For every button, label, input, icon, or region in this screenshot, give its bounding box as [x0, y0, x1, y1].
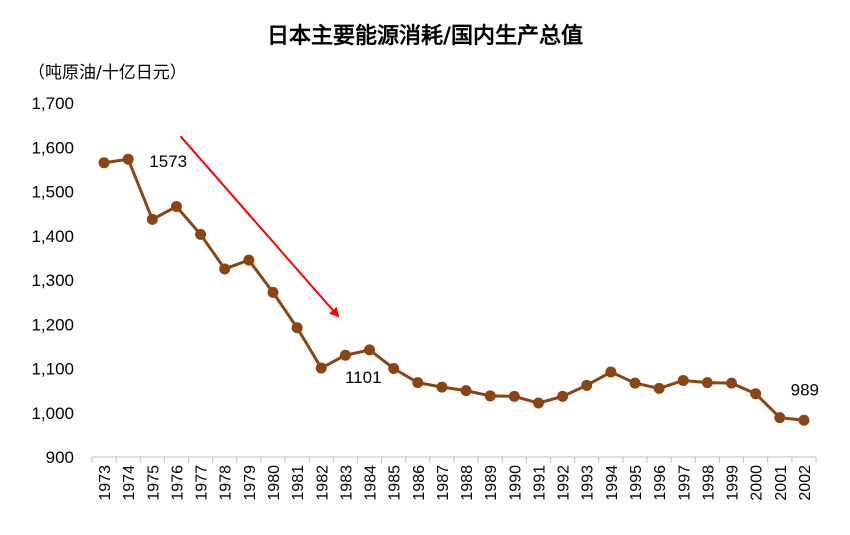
data-point	[267, 286, 279, 298]
x-tick-label: 1992	[556, 465, 573, 501]
data-point	[677, 374, 689, 386]
y-tick-label: 1,500	[31, 183, 74, 202]
x-tick-label: 1982	[314, 465, 331, 501]
data-point	[701, 377, 713, 389]
data-label: 989	[791, 381, 819, 400]
data-point	[291, 322, 303, 334]
y-axis-label: （吨原油/十亿日元）	[28, 63, 187, 83]
trend-arrow	[179, 135, 340, 318]
data-point	[750, 388, 762, 400]
x-tick-label: 1977	[194, 465, 211, 501]
x-tick-label: 1988	[459, 465, 476, 501]
data-point	[315, 362, 327, 374]
x-tick-label: 2002	[797, 465, 814, 501]
data-point	[243, 254, 255, 266]
y-tick-label: 900	[46, 448, 74, 467]
data-point	[653, 382, 665, 394]
y-tick-label: 1,400	[31, 227, 74, 246]
data-point	[146, 213, 158, 225]
x-tick-label: 1974	[121, 465, 138, 501]
x-tick-label: 1987	[435, 465, 452, 501]
x-tick-label: 1994	[604, 465, 621, 501]
data-point	[798, 414, 810, 426]
x-tick-label: 1986	[411, 465, 428, 501]
data-point	[557, 390, 569, 402]
data-point	[170, 201, 182, 213]
series-line	[103, 157, 805, 422]
x-tick-label: 1997	[676, 465, 693, 501]
x-tick-label: 1998	[700, 465, 717, 501]
data-point	[339, 349, 351, 361]
x-tick-label: 1973	[97, 465, 114, 501]
data-point	[605, 366, 617, 378]
chart-title: 日本主要能源消耗/国内生产总值	[266, 24, 584, 49]
data-point	[581, 379, 593, 391]
y-tick-label: 1,300	[31, 271, 74, 290]
x-tick-label: 1990	[507, 465, 524, 501]
x-tick-label: 1980	[266, 465, 283, 501]
y-tick-label: 1,600	[31, 138, 74, 157]
x-tick-label: 1989	[483, 465, 500, 501]
x-tick-label: 1984	[363, 465, 380, 501]
data-point	[774, 412, 786, 424]
data-point	[364, 344, 376, 356]
x-tick-label: 1995	[628, 465, 645, 501]
x-tick-label: 1983	[338, 465, 355, 501]
x-tick-label: 1979	[242, 465, 259, 501]
x-tick-label: 1996	[652, 465, 669, 501]
x-tick-label: 2000	[749, 465, 766, 501]
data-point	[122, 153, 134, 165]
data-point	[508, 390, 520, 402]
data-point	[219, 263, 231, 275]
data-point	[460, 385, 472, 397]
data-point	[98, 157, 110, 169]
x-tick-label: 1976	[169, 465, 186, 501]
data-point	[532, 397, 544, 409]
data-point	[436, 381, 448, 393]
y-tick-label: 1,000	[31, 404, 74, 423]
y-tick-label: 1,100	[31, 360, 74, 379]
data-point	[629, 377, 641, 389]
x-tick-label: 1999	[725, 465, 742, 501]
x-tick-label: 1981	[290, 465, 307, 501]
x-tick-label: 1991	[531, 465, 548, 501]
data-label: 1573	[149, 152, 187, 171]
data-label: 1101	[345, 368, 382, 387]
x-tick-label: 2001	[773, 465, 790, 501]
y-tick-label: 1,700	[31, 94, 74, 113]
y-tick-label: 1,200	[31, 315, 74, 334]
x-tick-label: 1985	[387, 465, 404, 501]
x-tick-label: 1975	[145, 465, 162, 501]
x-tick-label: 1978	[218, 465, 235, 501]
data-point	[388, 363, 400, 374]
x-tick-label: 1993	[580, 465, 597, 501]
data-point	[484, 390, 496, 402]
data-point	[726, 377, 738, 389]
data-point	[412, 377, 424, 389]
data-point	[195, 228, 207, 240]
